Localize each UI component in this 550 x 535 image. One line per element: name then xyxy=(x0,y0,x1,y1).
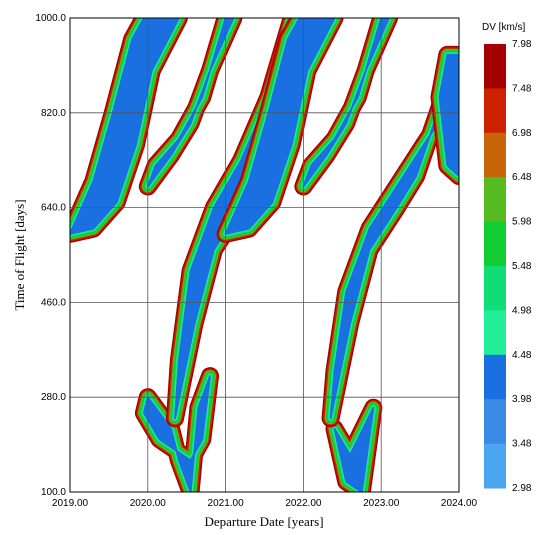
x-tick-label: 2019.00 xyxy=(52,498,89,509)
colorbar-tick-label: 7.48 xyxy=(512,83,532,94)
x-tick-label: 2021.00 xyxy=(208,498,245,509)
x-tick-label: 2023.00 xyxy=(363,498,400,509)
colorbar-tick-label: 2.98 xyxy=(512,483,532,494)
contour-region-short-2-level-7 xyxy=(333,406,375,492)
colorbar-tick-label: 4.98 xyxy=(512,305,532,316)
x-tick-label: 2020.00 xyxy=(130,498,167,509)
contour-region-short-level-7 xyxy=(142,375,211,492)
colorbar-tick-label: 7.98 xyxy=(512,39,532,50)
colorbar-tick-label: 6.48 xyxy=(512,172,532,183)
colorbar-segment xyxy=(484,44,506,89)
x-tick-labels: 2019.00 2020.00 2021.00 2022.00 2023.00 2024.… xyxy=(52,498,478,509)
contour-region-right-edge-level-7 xyxy=(438,53,459,177)
colorbar-segment xyxy=(484,88,506,134)
colorbar-tick-label: 3.48 xyxy=(512,439,532,450)
contour-region-long-2b-level-7 xyxy=(302,18,390,188)
colorbar-segment xyxy=(484,310,506,356)
y-tick-label: 100.0 xyxy=(41,487,66,498)
y-axis-label: Time of Flight [days] xyxy=(12,199,27,310)
colorbar-segment xyxy=(484,132,506,178)
colorbar-tick-label: 3.98 xyxy=(512,394,532,405)
y-tick-label: 820.0 xyxy=(41,108,66,119)
colorbar-segment xyxy=(484,266,506,311)
colorbar-tick-label: 5.48 xyxy=(512,261,532,272)
colorbar-tick-label: 6.98 xyxy=(512,128,532,139)
x-axis-label: Departure Date [years] xyxy=(204,514,323,529)
x-tick-label: 2022.00 xyxy=(285,498,322,509)
colorbar-title: DV [km/s] xyxy=(482,22,526,33)
colorbar-segment xyxy=(484,443,506,489)
y-tick-label: 280.0 xyxy=(41,392,66,403)
y-tick-label: 640.0 xyxy=(41,203,66,214)
contour-regions xyxy=(70,18,459,492)
y-tick-label: 1000.0 xyxy=(35,13,66,24)
colorbar-tick-label: 5.98 xyxy=(512,217,532,228)
colorbar-segment xyxy=(484,221,506,267)
colorbar-tick-label: 4.48 xyxy=(512,350,532,361)
plot-frame xyxy=(69,17,460,493)
contour-region-long-2-level-7 xyxy=(224,18,336,235)
colorbar: 7.98 7.48 6.98 6.48 5.98 5.48 4.98 4.48 3.98 3.48… xyxy=(484,39,532,494)
y-tick-labels: 100.0 280.0 460.0 640.0 820.0 1000.0 xyxy=(35,13,66,498)
colorbar-segment xyxy=(484,177,506,223)
colorbar-segment xyxy=(484,354,506,400)
contour-region-long-1-level-7 xyxy=(70,18,180,235)
contour-region-long-1b-level-7 xyxy=(146,18,235,188)
y-tick-label: 460.0 xyxy=(41,297,66,308)
x-tick-label: 2024.00 xyxy=(441,498,478,509)
colorbar-segment xyxy=(484,399,506,445)
